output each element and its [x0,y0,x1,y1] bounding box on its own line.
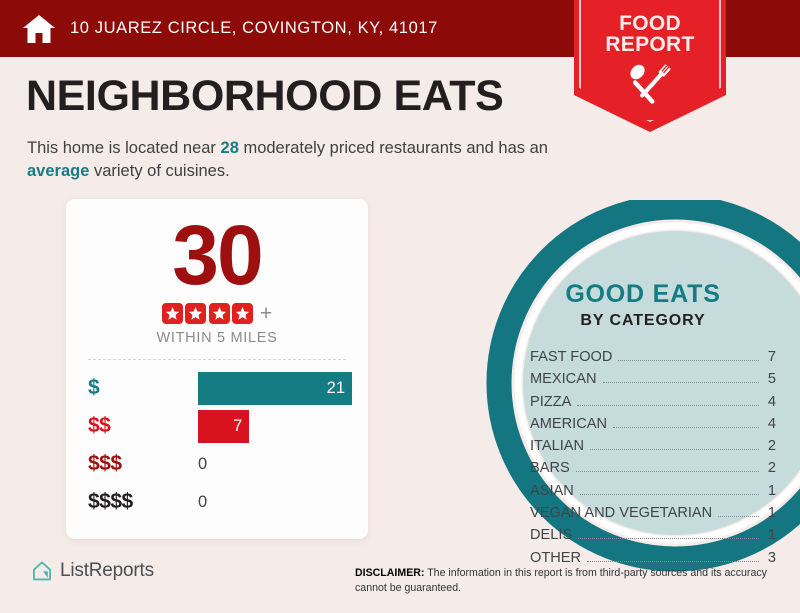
food-report-badge: FOOD REPORT [574,0,726,132]
price-tier-bar: 21 [198,371,352,405]
category-name: OTHER [530,549,582,566]
subtitle-part-1: This home is located near [27,139,221,157]
category-row: AMERICAN 4 [530,416,776,438]
page-title: NEIGHBORHOOD EATS [26,72,504,120]
category-name: ITALIAN [530,438,585,455]
category-count: 2 [767,460,776,477]
listreports-house-tag-icon [33,561,51,581]
category-name: DELIS [530,527,573,544]
subtitle-highlight-variety: average [27,162,90,181]
leader-dots [590,449,759,451]
price-tier-row: $$$$ 0 [88,486,352,519]
disclaimer-text: The information in this report is from t… [355,567,767,594]
disclaimer-label: DISCLAIMER: [355,567,425,579]
category-row: BARS 2 [530,460,776,482]
leader-dots [575,471,759,473]
disclaimer: DISCLAIMER: The information in this repo… [355,566,773,595]
category-count: 7 [767,349,776,365]
category-row: FAST FOOD 7 [530,349,776,371]
good-eats-subtitle: BY CATEGORY [580,312,706,329]
leader-dots [602,382,759,384]
leader-dots [618,360,759,361]
category-name: ASIAN [530,482,574,499]
house-icon [23,14,55,43]
category-row: ITALIAN 2 [530,438,776,460]
category-name: BARS [530,460,570,477]
leader-dots [579,493,759,495]
star-icon [161,302,183,324]
category-row: PIZZA 4 [530,394,776,416]
price-tier-value: 0 [198,454,208,473]
category-name: VEGAN AND VEGETARIAN [530,505,713,522]
price-tier-bar: 7 [198,409,250,443]
good-eats-panel: GOOD EATS BY CATEGORY FAST FOOD 7 MEXICAN 5… [493,280,793,572]
good-eats-title: GOOD EATS [565,280,721,308]
category-name: AMERICAN [530,415,608,432]
price-tier-value: 7 [233,416,243,435]
price-tier-row: $$ 7 [88,409,352,443]
price-tier-label: $$$$ [88,490,133,514]
category-count: 2 [767,438,776,455]
property-address: 10 JUAREZ CIRCLE, COVINGTON, KY, 41017 [70,19,438,37]
plus-sign: + [259,301,273,325]
category-name: MEXICAN [530,371,597,388]
price-tier-label: $ [88,376,100,400]
restaurant-count: 30 [172,208,263,302]
price-tier-bar-track: 21 [198,371,352,405]
subtitle-part-3: variety of cuisines. [89,162,230,181]
category-row: OTHER 3 [530,550,776,572]
category-name: PIZZA [530,393,572,410]
price-tier-label: $$$ [88,452,122,476]
category-row: VEGAN AND VEGETARIAN 1 [530,505,776,527]
leader-dots [578,538,759,540]
subtitle-part-2: moderately priced restaurants and has an [238,139,548,157]
leader-dots [587,560,759,562]
subtitle-highlight-count: 28 [220,139,239,157]
price-tier-label: $$ [88,414,111,438]
category-count: 1 [767,505,776,522]
category-count: 4 [767,393,776,410]
star-rating: + [66,301,368,325]
category-count: 1 [767,527,776,544]
star-icon [232,302,254,324]
category-name: FAST FOOD [530,349,613,365]
leader-dots [718,516,759,518]
category-count: 3 [767,549,776,566]
price-tier-value: 21 [326,378,345,397]
category-count: 1 [767,482,776,499]
badge-line-1: FOOD [619,12,681,35]
spoon-fork-icon [630,64,671,104]
category-row: MEXICAN 5 [530,371,776,393]
price-tier-bar-track: 0 [198,486,352,519]
listreports-logo-text: ListReports [60,560,154,581]
price-tier-row: $$$ 0 [88,448,352,481]
star-icon [208,302,230,324]
listreports-logo[interactable]: ListReports [31,560,154,582]
radius-label: WITHIN 5 MILES [156,329,278,346]
price-tier-bar-track: 0 [198,448,352,481]
star-icon [185,302,207,324]
leader-dots [613,426,759,428]
category-list: FAST FOOD 7 MEXICAN 5 PIZZA 4 AMERICAN 4 ITALIAN… [493,349,793,572]
price-tier-bar-track: 7 [198,409,352,443]
category-row: DELIS 1 [530,527,776,549]
price-tier-row: $21 [88,371,352,405]
category-row: ASIAN 1 [530,483,776,505]
category-count: 4 [767,415,776,432]
page-subtitle: This home is located near 28 moderately … [27,137,557,184]
price-tier-value: 0 [198,492,208,511]
summary-card: 30 + WITHIN 5 MILES $21 $$ 7 $$$ 0 $$$$ 0 [66,199,368,539]
leader-dots [577,404,759,406]
badge-line-2: REPORT [605,33,695,57]
category-count: 5 [767,371,776,388]
card-divider [88,358,346,360]
price-tier-chart: $21 $$ 7 $$$ 0 $$$$ 0 [66,371,368,519]
